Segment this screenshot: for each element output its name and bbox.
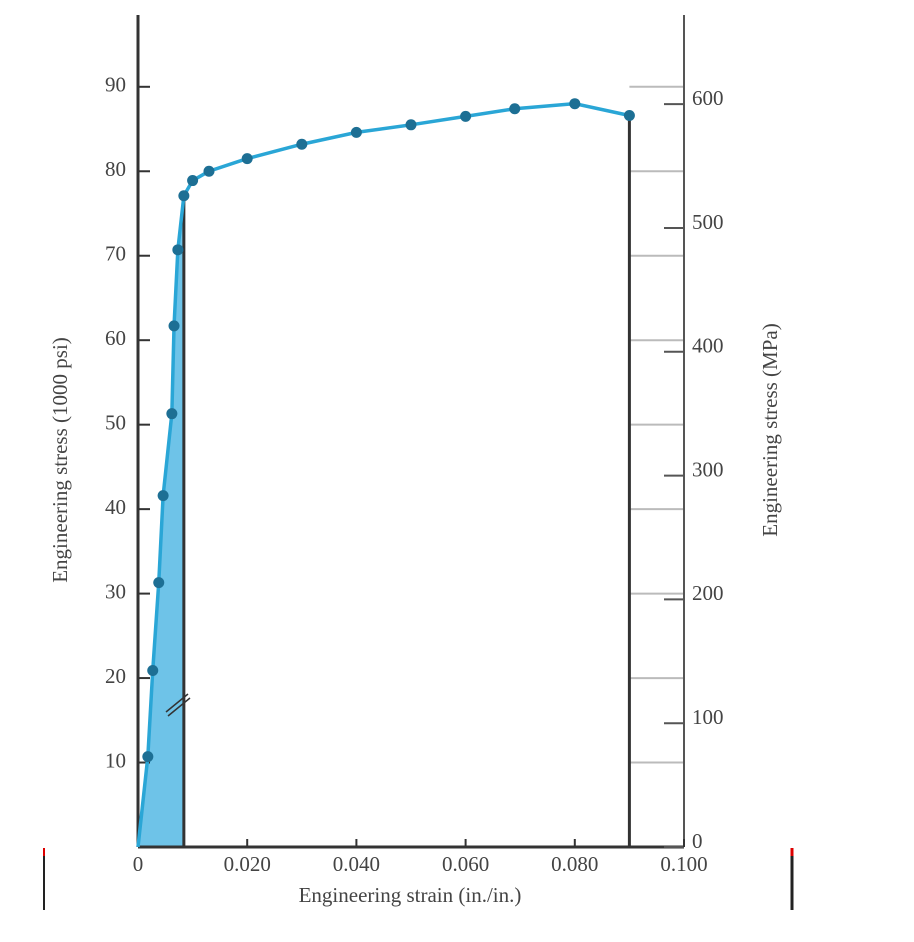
y2-tick-label: 200 xyxy=(692,581,724,605)
x-tick-label: 0.080 xyxy=(551,852,598,876)
x-tick-label: 0.040 xyxy=(333,852,380,876)
data-point xyxy=(166,408,178,420)
y2-tick-label: 600 xyxy=(692,86,724,110)
data-point xyxy=(460,110,472,122)
break-mark xyxy=(167,697,191,717)
data-point xyxy=(405,119,417,131)
x-tick-label: 0.020 xyxy=(224,852,271,876)
data-point xyxy=(153,577,165,589)
y-tick-label: 20 xyxy=(105,664,126,688)
data-point xyxy=(569,98,581,110)
x-tick-label: 0.060 xyxy=(442,852,489,876)
y-tick-label: 10 xyxy=(105,748,126,772)
stress-curve xyxy=(136,101,630,848)
x-axis-label: Engineering strain (in./in.) xyxy=(299,883,522,907)
y2-tick-label: 100 xyxy=(692,705,724,729)
data-point xyxy=(147,664,159,676)
x-tick-label: 0 xyxy=(133,852,144,876)
y-axis-label: Engineering stress (1000 psi) xyxy=(48,337,72,583)
y-tick-label: 50 xyxy=(105,410,126,434)
y2-axis-label: Engineering stress (MPa) xyxy=(758,323,782,536)
x-tick-label: 0.100 xyxy=(660,852,707,876)
data-point xyxy=(187,175,199,187)
data-point xyxy=(241,153,253,165)
data-point xyxy=(203,165,215,177)
y2-tick-label: 500 xyxy=(692,210,724,234)
data-point xyxy=(350,126,362,138)
data-point xyxy=(623,110,635,122)
y-tick-label: 70 xyxy=(105,242,126,266)
y-tick-label: 90 xyxy=(105,73,126,97)
y2-tick-label: 300 xyxy=(692,457,724,481)
y-tick-label: 80 xyxy=(105,157,126,181)
break-mark xyxy=(165,693,189,713)
data-point xyxy=(142,751,154,763)
data-point xyxy=(509,103,521,115)
y2-tick-label: 400 xyxy=(692,334,724,358)
data-point xyxy=(172,244,184,256)
data-point xyxy=(296,138,308,150)
y-tick-label: 40 xyxy=(105,495,126,519)
data-point xyxy=(168,320,180,332)
elastic-area xyxy=(138,195,184,847)
data-point xyxy=(157,490,169,502)
y-tick-label: 60 xyxy=(105,326,126,350)
y2-tick-label: 0 xyxy=(692,829,703,853)
data-point xyxy=(178,190,190,202)
y-tick-label: 30 xyxy=(105,579,126,603)
